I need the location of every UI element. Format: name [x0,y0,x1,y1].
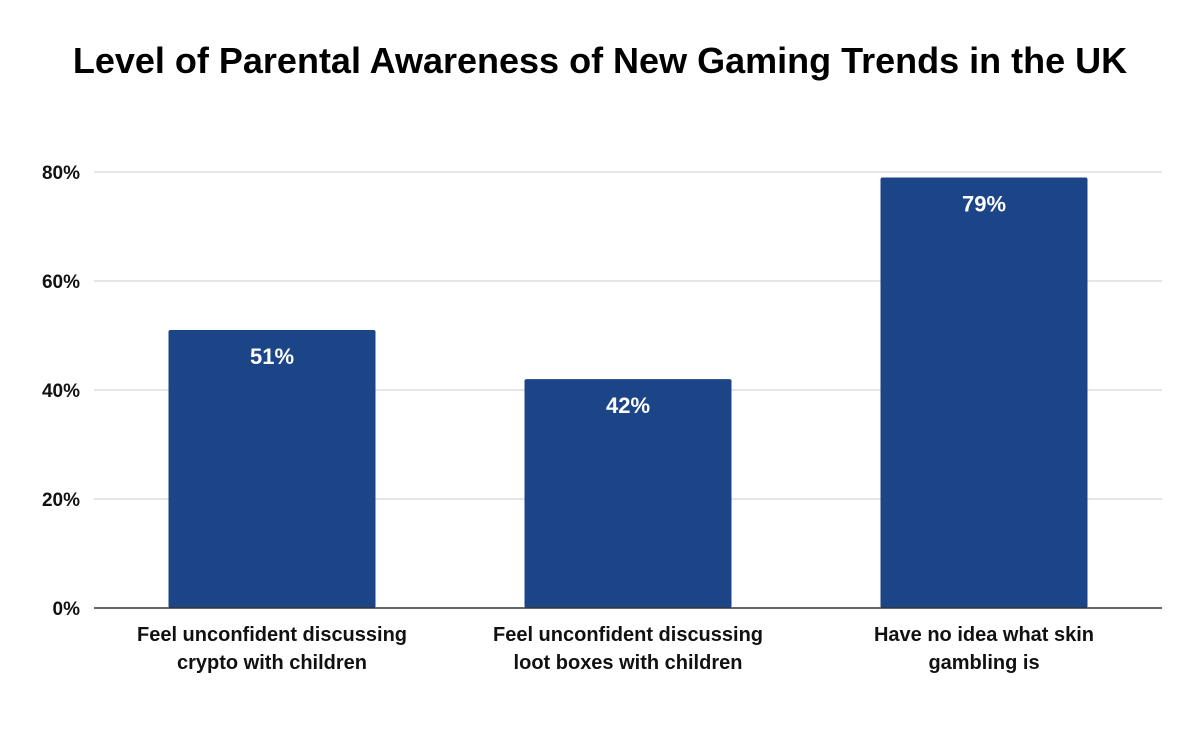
y-axis-ticks: 0% 20% 40% 60% 80% [42,163,80,620]
x-category-label: Have no idea what skin gambling is [873,624,1095,674]
bar [168,330,376,608]
x-category-label: Feel unconfident discussing loot boxes w… [492,624,764,674]
bar-value-labels: 51% 42% 79% [250,191,1006,418]
y-tick-label: 80% [42,163,80,184]
bars [168,177,1088,608]
bar-value-label: 42% [606,393,650,418]
bar-value-label: 79% [962,191,1006,216]
y-tick-label: 40% [42,381,80,402]
bar-value-label: 51% [250,344,294,369]
bar [524,379,732,608]
x-category-label: Feel unconfident discussing crypto with … [136,624,408,674]
y-tick-label: 0% [53,599,81,620]
bar [880,177,1088,608]
chart-title: Level of Parental Awareness of New Gamin… [72,40,1128,81]
y-tick-label: 20% [42,490,80,511]
y-tick-label: 60% [42,272,80,293]
